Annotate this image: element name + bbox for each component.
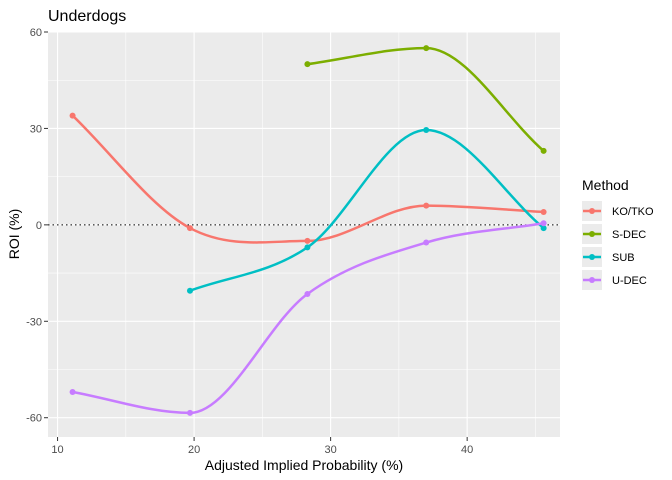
y-tick-label: -60 bbox=[26, 413, 42, 425]
y-tick-label: 60 bbox=[30, 27, 42, 39]
data-point bbox=[423, 202, 430, 209]
y-axis-ticks: -60 -30 0 30 60 bbox=[26, 27, 48, 425]
y-axis-label: ROI (%) bbox=[6, 209, 22, 260]
data-point bbox=[186, 287, 193, 294]
legend-item: U-DEC bbox=[582, 270, 647, 290]
series-ko-tko bbox=[69, 112, 547, 244]
legend-key-point bbox=[589, 208, 595, 214]
data-point bbox=[69, 389, 76, 395]
legend-item: S-DEC bbox=[582, 224, 646, 244]
x-tick-label: 40 bbox=[461, 444, 473, 456]
plot-panel bbox=[48, 32, 560, 437]
data-point bbox=[540, 147, 547, 154]
data-point bbox=[304, 61, 311, 68]
legend-key-point bbox=[589, 277, 595, 283]
legend-item: KO/TKO bbox=[582, 201, 654, 221]
legend-title: Method bbox=[582, 177, 629, 193]
y-tick-label: 30 bbox=[30, 123, 42, 135]
legend-key-point bbox=[589, 231, 595, 237]
data-point bbox=[540, 209, 547, 215]
data-point bbox=[423, 239, 430, 246]
x-axis-ticks: 10 20 30 40 bbox=[51, 437, 473, 456]
data-point bbox=[540, 220, 547, 227]
series-line bbox=[188, 128, 545, 292]
data-point bbox=[540, 225, 547, 232]
data-point bbox=[186, 409, 193, 416]
data-point bbox=[69, 112, 76, 119]
series-s-dec bbox=[304, 45, 547, 154]
data-point bbox=[304, 237, 311, 244]
series-line bbox=[306, 46, 545, 153]
legend-label: KO/TKO bbox=[612, 206, 654, 218]
legend-item: SUB bbox=[582, 247, 635, 267]
series-sub bbox=[186, 127, 547, 294]
data-point bbox=[423, 127, 430, 134]
y-tick-label: 0 bbox=[36, 220, 42, 232]
x-tick-label: 30 bbox=[324, 444, 336, 456]
data-point bbox=[423, 45, 430, 52]
legend-label: SUB bbox=[612, 252, 635, 264]
legend-label: U-DEC bbox=[612, 275, 647, 287]
data-point bbox=[304, 290, 311, 297]
data-point bbox=[304, 244, 311, 251]
x-axis-label: Adjusted Implied Probability (%) bbox=[205, 457, 403, 473]
chart-title: Underdogs bbox=[48, 8, 126, 25]
series-layer bbox=[69, 45, 547, 416]
grid-minor bbox=[48, 32, 560, 437]
series-u-dec bbox=[69, 220, 547, 416]
grid-major bbox=[48, 31, 560, 437]
x-tick-label: 20 bbox=[188, 444, 200, 456]
data-point bbox=[186, 225, 193, 232]
x-tick-label: 10 bbox=[51, 444, 63, 456]
legend-label: S-DEC bbox=[612, 229, 646, 241]
y-tick-label: -30 bbox=[26, 316, 42, 328]
legend-key-point bbox=[589, 254, 595, 260]
legend: Method KO/TKO S-DEC SUB U-DEC bbox=[582, 177, 654, 290]
